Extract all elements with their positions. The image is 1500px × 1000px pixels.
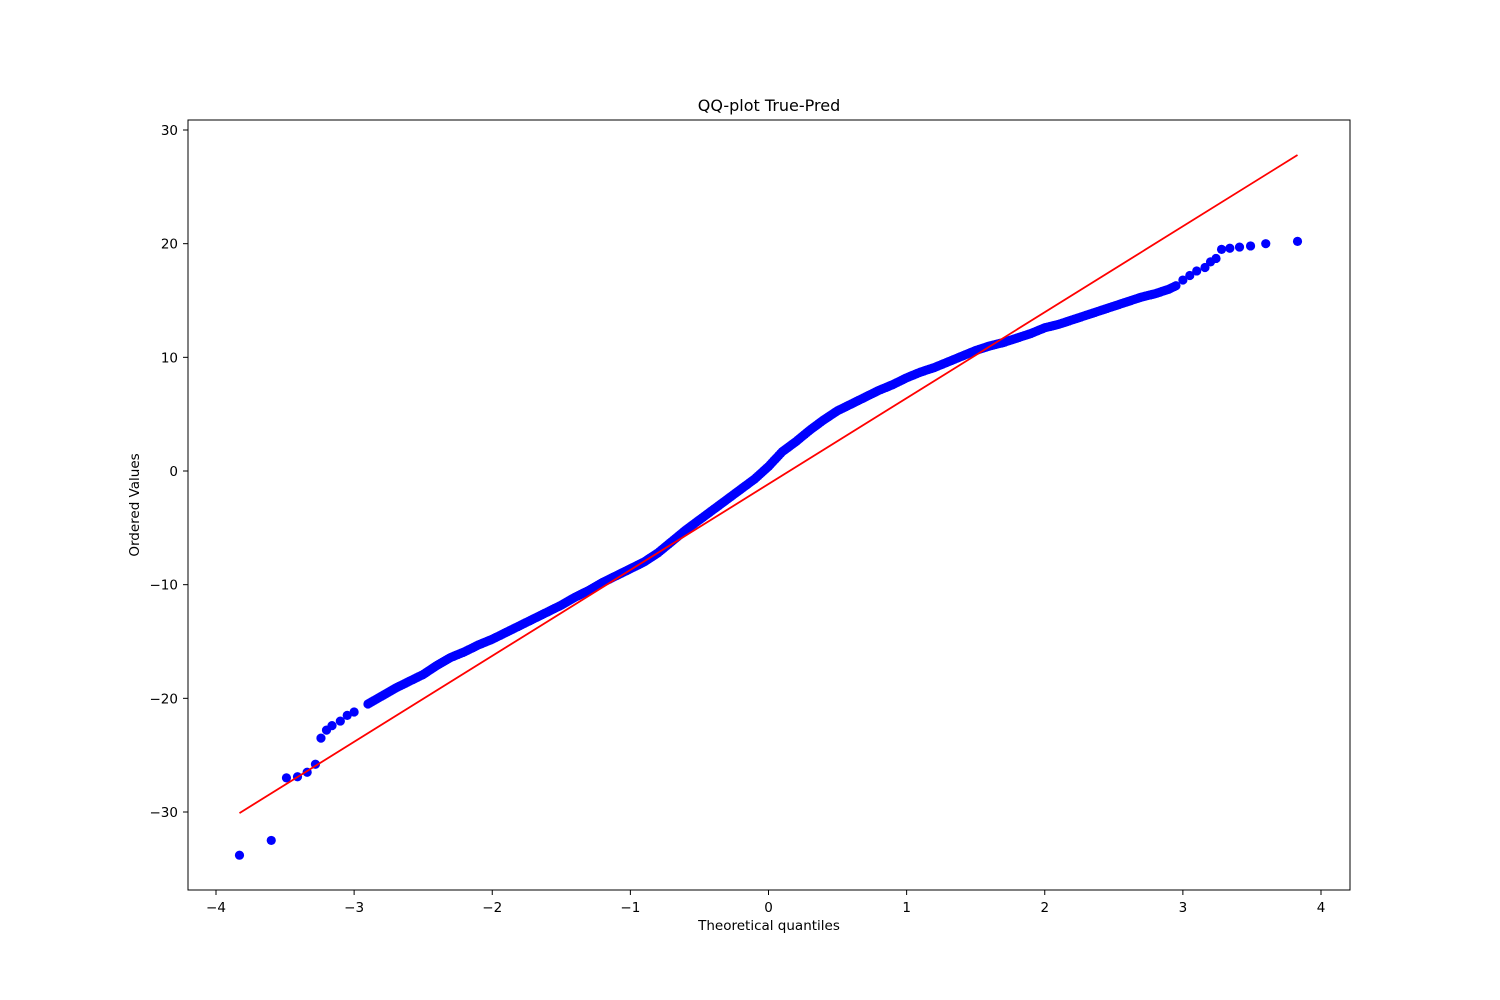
reference-fit-line [239,154,1298,814]
data-point [266,835,276,846]
y-tick-label: 20 [161,237,178,253]
x-tick-label: 1 [902,900,911,916]
data-point [1192,266,1202,276]
data-point [1292,236,1303,246]
y-tick-label: 0 [169,464,178,480]
y-tick-label: 10 [161,350,178,366]
y-axis-label: Ordered Values [127,453,143,556]
x-tick-label: 0 [764,900,773,916]
chart-title: QQ-plot True-Pred [698,96,841,115]
data-point [1245,241,1256,251]
data-point [1178,275,1188,285]
data-point [1234,242,1245,252]
x-tick-label: 2 [1040,900,1049,916]
x-tick-label: 4 [1317,900,1326,916]
data-point [327,721,337,731]
x-tick-label: −2 [482,900,502,916]
data-point [1171,281,1181,291]
y-tick-label: 30 [161,123,178,139]
y-tick-label: −30 [150,805,179,821]
x-axis-ticks: −4 −3 −2 −1 0 1 2 3 4 [206,890,1325,916]
x-tick-label: 3 [1179,900,1188,916]
data-point [1216,244,1227,254]
data-point [234,850,245,860]
x-axis-label: Theoretical quantiles [697,918,840,934]
data-point [1225,243,1235,253]
data-point [316,733,326,743]
plot-area [187,119,1351,891]
data-point [342,710,352,720]
data-point [281,773,292,783]
y-tick-label: −20 [150,691,179,707]
y-tick-label: −10 [150,578,179,594]
data-point [349,707,359,717]
data-point [1185,270,1195,281]
data-point [335,716,345,726]
y-axis-ticks: −30 −20 −10 0 10 20 30 [150,123,188,821]
data-point [1261,239,1271,249]
data-point [1200,262,1210,273]
x-tick-label: −4 [206,900,226,916]
x-tick-label: −3 [344,900,364,916]
x-tick-label: −1 [620,900,640,916]
data-point [1211,253,1221,264]
